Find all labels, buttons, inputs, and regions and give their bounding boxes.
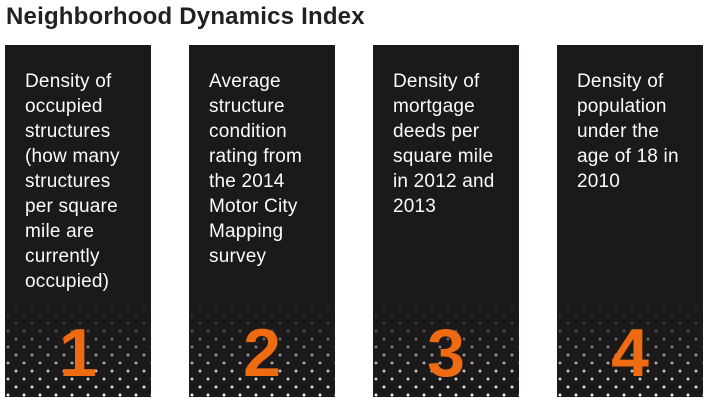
card-3-mortgage-deeds-density: Density of mortgage deeds per square mil… — [373, 45, 519, 397]
card-number: 1 — [59, 315, 97, 391]
card-number: 4 — [611, 315, 649, 391]
card-description: Density of mortgage deeds per square mil… — [393, 71, 495, 217]
card-description: Density of population under the age of 1… — [577, 71, 679, 192]
card-2-structure-condition-rating: Average structure condition rating from … — [189, 45, 335, 397]
dot-pattern-fade — [189, 293, 335, 397]
cards-row: Density of occupied structures (how many… — [5, 45, 703, 397]
card-1-occupied-structures-density: Density of occupied structures (how many… — [5, 45, 151, 397]
dot-pattern-fade — [373, 293, 519, 397]
card-description: Average structure condition rating from … — [209, 71, 303, 267]
card-description: Density of occupied structures (how many… — [25, 71, 120, 292]
page-title: Neighborhood Dynamics Index — [6, 3, 365, 30]
dot-pattern-fade — [557, 293, 703, 397]
dot-pattern-fade — [5, 293, 151, 397]
card-4-under-18-population-density: Density of population under the age of 1… — [557, 45, 703, 397]
card-number: 3 — [427, 315, 465, 391]
card-number: 2 — [243, 315, 281, 391]
